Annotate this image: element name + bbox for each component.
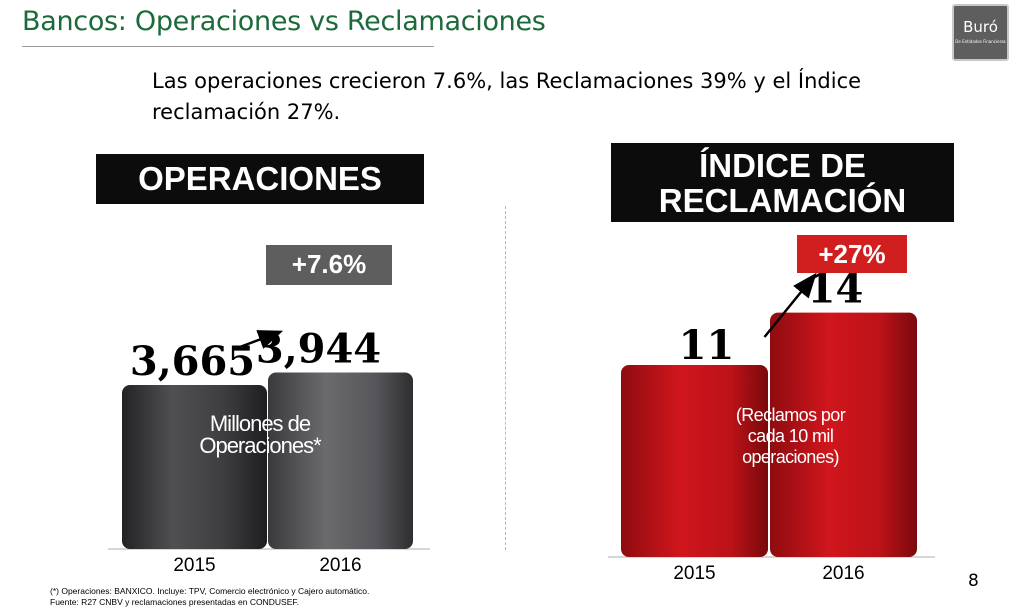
- operations-value-label-2016: 3,944: [256, 326, 381, 373]
- operations-unit-caption: Millones de Operaciones*: [199, 411, 321, 458]
- page-number: 8: [968, 571, 979, 591]
- operations-heading: OPERACIONES: [96, 154, 424, 204]
- index-year-label-2015: 2015: [673, 563, 715, 584]
- index-change-badge: +27%: [797, 235, 907, 273]
- summary-text: Las operaciones crecieron 7.6%, las Recl…: [152, 69, 862, 124]
- logo-subtext: De Entidades Financieras: [955, 39, 1006, 44]
- index-year-label-2016: 2016: [822, 563, 864, 584]
- logo-text: Buró: [963, 18, 998, 36]
- operations-change-badge: +7.6%: [266, 245, 392, 285]
- index-unit-caption: (Reclamos por cada 10 mil operaciones): [735, 405, 846, 467]
- footnote-operations: (*) Operaciones: BANXICO. Incluye: TPV, …: [50, 586, 370, 596]
- index-growth-arrow: [763, 272, 817, 338]
- page-title: Bancos: Operaciones vs Reclamaciones: [22, 6, 546, 37]
- index-bar-2015: [621, 365, 768, 557]
- operations-bar-2016: [268, 372, 413, 549]
- buro-logo: Buró De Entidades Financieras: [952, 4, 1009, 61]
- title-underline: [22, 46, 434, 47]
- panel-divider: [505, 206, 506, 550]
- operations-year-label-2015: 2015: [173, 555, 215, 576]
- index-heading: ÍNDICE DE RECLAMACIÓN: [611, 143, 954, 222]
- operations-bar-2015: [122, 385, 267, 549]
- operations-value-label-2015: 3,665: [130, 338, 255, 385]
- footnote-source: Fuente: R27 CNBV y reclamaciones present…: [50, 597, 299, 607]
- index-value-label-2015: 11: [679, 322, 735, 369]
- operations-growth-arrow: [234, 330, 284, 351]
- index-value-label-2016: 14: [808, 266, 864, 313]
- index-bar-2016: [770, 312, 917, 557]
- operations-year-label-2016: 2016: [319, 555, 361, 576]
